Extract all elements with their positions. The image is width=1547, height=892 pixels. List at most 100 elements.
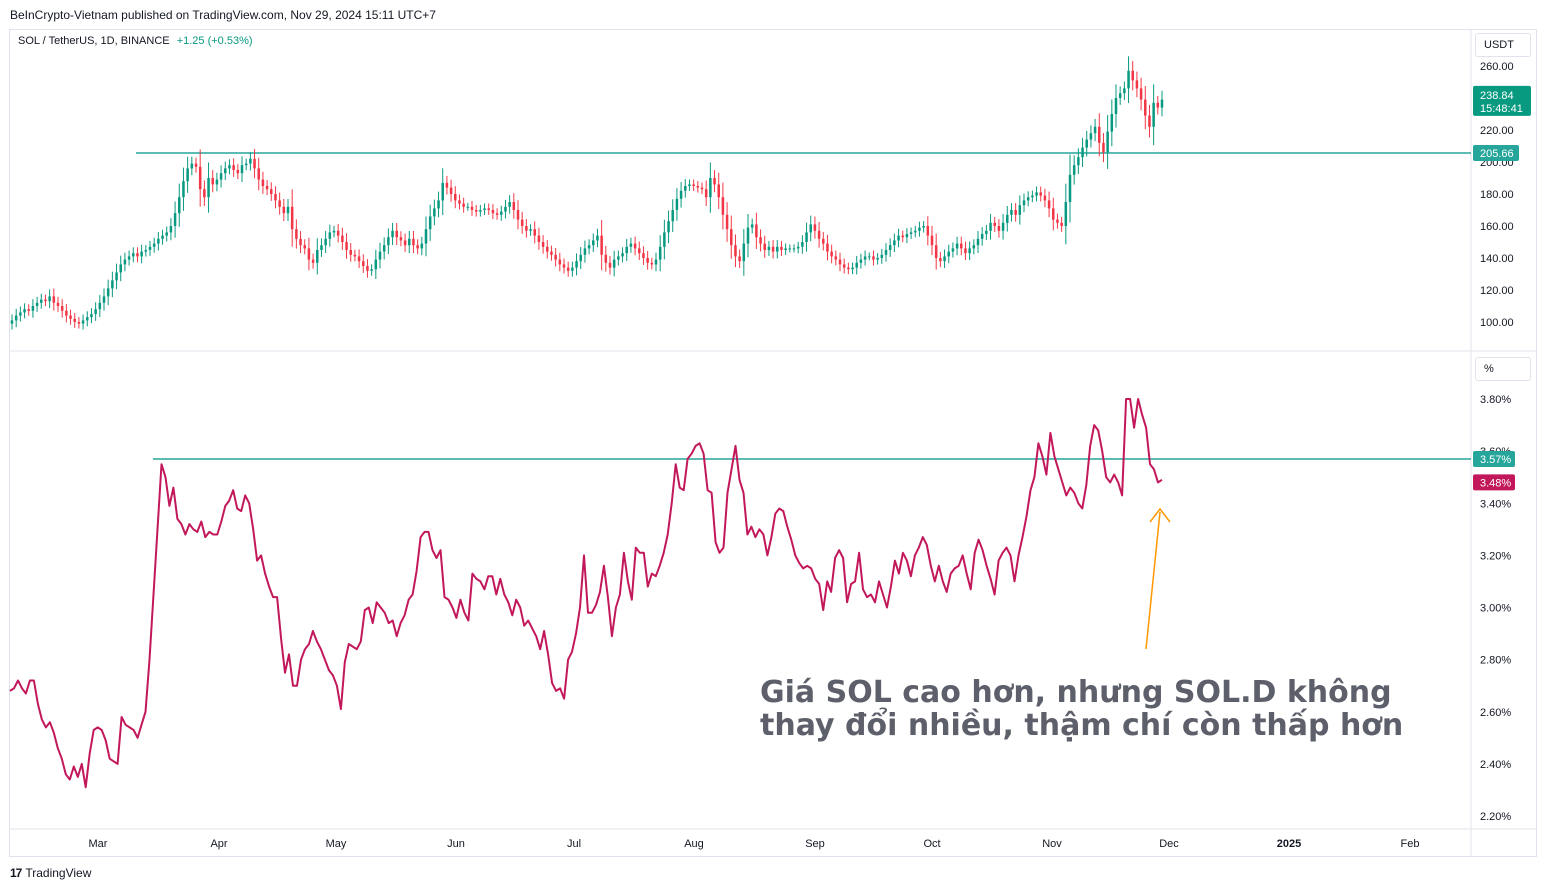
candle-body: [311, 259, 315, 263]
candle-body: [1139, 88, 1143, 100]
candle-body: [934, 245, 938, 258]
candle-body: [1123, 88, 1126, 94]
candle-body: [566, 267, 570, 271]
dominance-unit-box[interactable]: %: [1475, 357, 1531, 381]
candle-body: [140, 251, 143, 257]
candle-body: [663, 232, 666, 247]
candle-body: [504, 206, 507, 212]
candle-body: [345, 242, 348, 250]
candle-body: [274, 194, 277, 201]
candle-body: [851, 267, 854, 270]
candle-body: [257, 168, 260, 180]
candle-body: [1110, 114, 1114, 132]
candle-body: [35, 302, 39, 306]
time-axis-label: Sep: [805, 838, 825, 850]
candle-body: [1156, 102, 1160, 108]
candle-body: [700, 187, 704, 190]
candle-body: [1031, 195, 1034, 198]
candle-body: [362, 261, 365, 266]
dominance-series-line: [9, 398, 1163, 789]
candle-body: [207, 178, 210, 198]
candle-body: [1118, 93, 1122, 98]
candle-body: [353, 254, 357, 257]
candle-body: [520, 219, 524, 226]
candle-body: [357, 256, 361, 262]
candle-body: [1001, 222, 1005, 231]
candle-body: [387, 237, 390, 246]
candle-body: [19, 312, 22, 316]
dominance-last-label: 3.48%: [1480, 477, 1511, 489]
candle-body: [901, 235, 904, 238]
candle-body: [1043, 195, 1047, 201]
annotation-arrow-head: [1149, 507, 1171, 523]
tradingview-logo[interactable]: 17 TradingView: [10, 866, 91, 880]
candle-body: [412, 238, 415, 246]
candle-body: [571, 267, 574, 271]
price-unit-box[interactable]: USDT: [1475, 33, 1531, 57]
candle-body: [454, 194, 457, 201]
candle-body: [922, 226, 925, 228]
candle-body: [10, 320, 14, 324]
dominance-tick-label: 3.80%: [1480, 394, 1511, 406]
candle-body: [320, 245, 323, 250]
candle-body: [416, 245, 419, 249]
candle-body: [550, 251, 553, 255]
candle-body: [1102, 142, 1105, 153]
candle-body: [1006, 214, 1009, 223]
candle-body: [596, 235, 599, 241]
candle-body: [788, 248, 792, 250]
countdown-label: 15:48:41: [1480, 103, 1523, 115]
candle-body: [658, 246, 662, 260]
candle-body: [738, 256, 741, 262]
candle-body: [1152, 102, 1155, 127]
candle-body: [341, 235, 344, 242]
candle-body: [868, 256, 871, 258]
price-level-tag: [1473, 144, 1519, 161]
candle-body: [508, 202, 511, 207]
price-tick-label: 180.00: [1480, 189, 1514, 201]
candle-body: [1056, 219, 1059, 223]
candle-body: [391, 230, 394, 238]
symbol-legend[interactable]: SOL / TetherUS, 1D, BINANCE +1.25 (+0.53…: [18, 35, 253, 47]
candle-body: [930, 235, 934, 246]
candle-body: [993, 222, 996, 226]
candle-body: [692, 184, 695, 186]
candle-body: [646, 258, 649, 263]
candle-body: [709, 178, 712, 198]
candle-body: [725, 214, 729, 230]
candle-body: [713, 178, 716, 185]
candle-body: [1135, 80, 1139, 89]
candle-body: [286, 206, 290, 214]
candle-body: [1144, 99, 1147, 116]
candle-body: [261, 179, 265, 186]
candle-body: [190, 163, 194, 169]
candle-body: [161, 235, 164, 239]
chart-frame: [9, 29, 1537, 857]
candle-body: [826, 243, 829, 252]
candle-body: [52, 296, 56, 303]
candle-body: [295, 229, 298, 239]
candle-body: [554, 254, 557, 260]
candle-body: [152, 243, 156, 247]
candle-body: [541, 242, 545, 247]
candle-body: [27, 309, 30, 311]
candle-body: [742, 243, 746, 262]
candle-body: [1026, 197, 1030, 201]
candle-body: [1047, 200, 1051, 209]
candle-body: [842, 264, 846, 268]
candle-body: [1064, 202, 1068, 226]
candle-body: [466, 206, 470, 208]
candle-body: [893, 240, 896, 246]
candle-body: [675, 198, 679, 210]
candle-body: [462, 203, 465, 207]
candle-body: [1018, 205, 1022, 215]
candle-body: [918, 227, 921, 231]
dominance-tick-label: 2.80%: [1480, 655, 1511, 667]
candle-body: [40, 299, 43, 303]
candle-body: [1039, 192, 1042, 196]
candle-body: [399, 237, 403, 241]
candle-body: [608, 262, 612, 268]
candle-body: [408, 238, 411, 246]
publisher-header: BeInCrypto-Vietnam published on TradingV…: [10, 8, 436, 22]
